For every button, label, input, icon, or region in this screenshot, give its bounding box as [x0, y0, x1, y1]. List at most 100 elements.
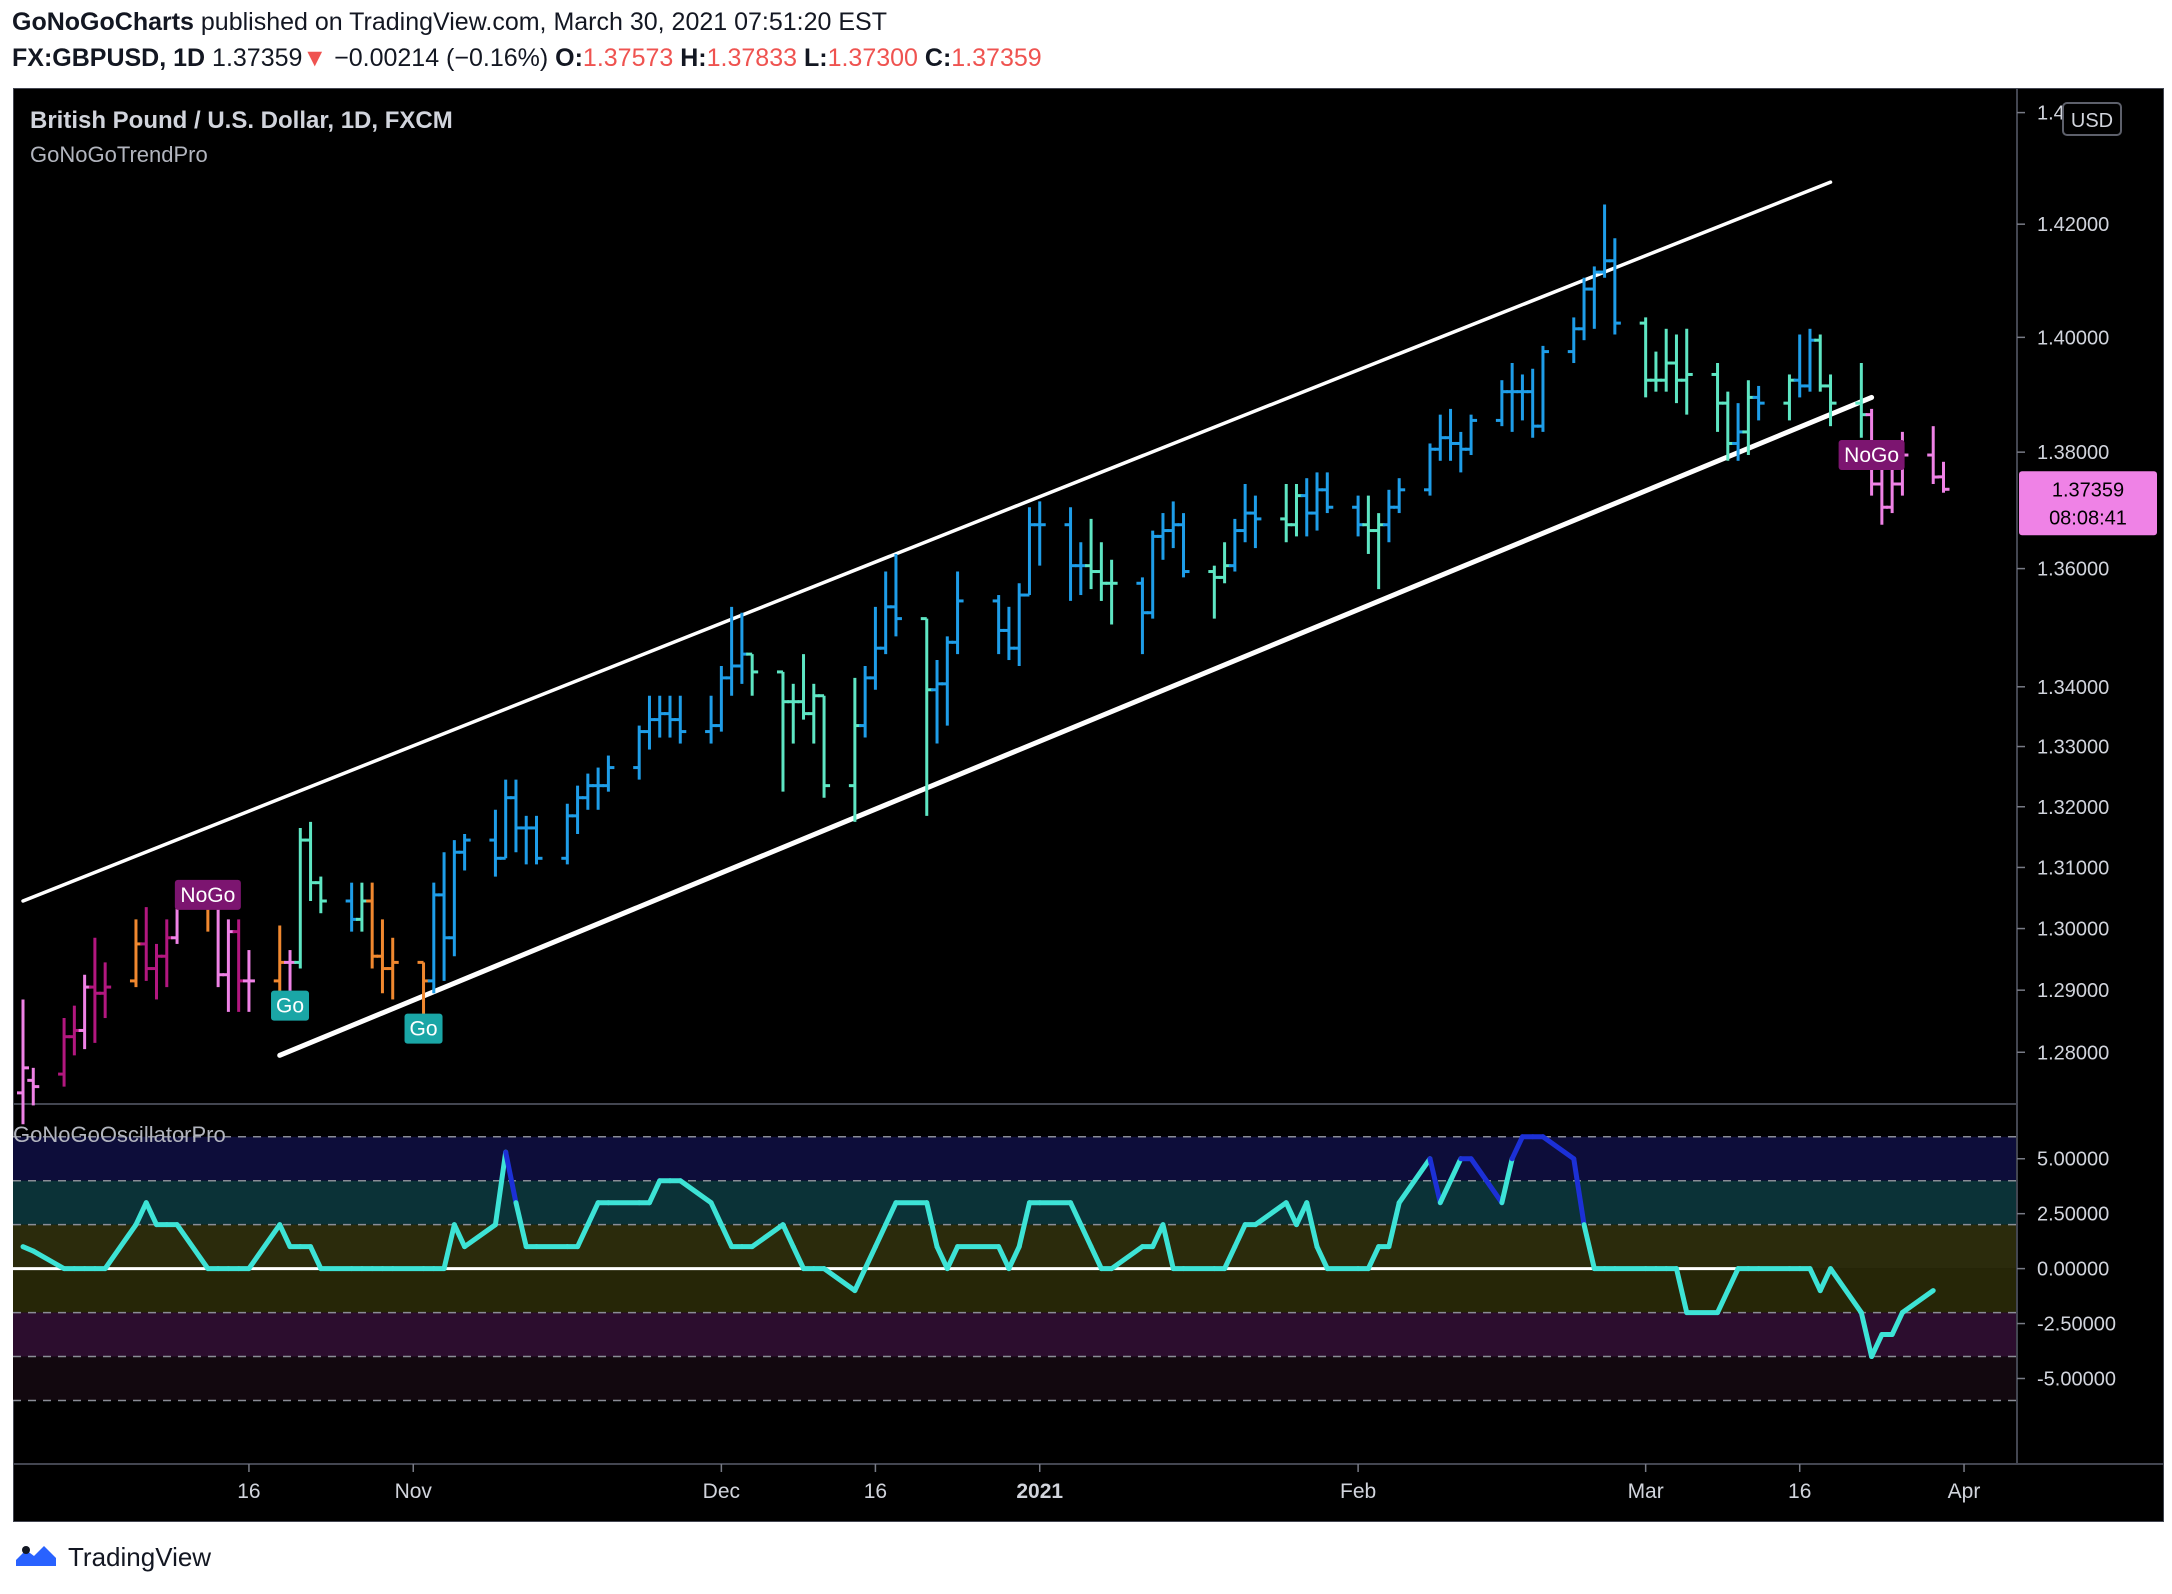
ohlc-bar[interactable] — [633, 725, 646, 780]
ohlc-bar[interactable] — [1711, 363, 1724, 432]
ohlc-bar[interactable] — [427, 882, 440, 994]
tradingview-logo-icon[interactable] — [14, 1540, 58, 1568]
ohlc-bar[interactable] — [746, 652, 759, 696]
ohlc-bar[interactable] — [1721, 391, 1734, 461]
ohlc-bar[interactable] — [1393, 478, 1406, 514]
ohlc-bar[interactable] — [807, 683, 820, 744]
ohlc-bar[interactable] — [1937, 461, 1950, 493]
ohlc-bar[interactable] — [1444, 408, 1457, 461]
ohlc-bar[interactable] — [818, 694, 831, 798]
currency-badge[interactable]: USD — [2062, 102, 2122, 136]
ohlc-bar[interactable] — [417, 960, 430, 1019]
ohlc-bar[interactable] — [1095, 542, 1108, 601]
ohlc-bar[interactable] — [17, 999, 29, 1125]
ohlc-bar[interactable] — [776, 670, 789, 792]
ohlc-bar[interactable] — [1536, 345, 1549, 432]
ohlc-bar[interactable] — [58, 1018, 71, 1087]
ohlc-bar[interactable] — [314, 876, 327, 914]
ohlc-bar[interactable] — [602, 755, 615, 792]
time-axis[interactable]: 16 Nov Dec 16 2021 Feb Mar 16 Apr — [237, 1464, 1980, 1503]
ohlc-bar[interactable] — [489, 809, 502, 877]
ohlc-bar[interactable] — [735, 612, 748, 684]
ohlc-bar[interactable] — [1793, 334, 1806, 398]
ohlc-bar[interactable] — [941, 636, 954, 726]
ohlc-bar[interactable] — [1300, 478, 1313, 537]
ohlc-bar[interactable] — [1660, 328, 1673, 392]
ohlc-bar[interactable] — [1352, 495, 1365, 537]
ohlc-bar[interactable] — [1280, 483, 1293, 543]
ohlc-bar[interactable] — [848, 677, 861, 822]
ohlc-bar[interactable] — [1382, 489, 1395, 543]
ohlc-bar[interactable] — [715, 665, 728, 732]
ohlc-bar[interactable] — [1002, 606, 1015, 661]
ohlc-bar[interactable] — [561, 803, 574, 865]
ohlc-bar[interactable] — [1228, 518, 1241, 572]
ohlc-bar[interactable] — [1208, 565, 1221, 619]
ohlc-bar[interactable] — [1023, 507, 1036, 597]
ohlc-bar[interactable] — [1311, 472, 1324, 531]
ohlc-bar[interactable] — [448, 840, 461, 957]
ohlc-bar[interactable] — [27, 1067, 40, 1106]
ohlc-bar[interactable] — [1434, 414, 1447, 461]
ohlc-bar[interactable] — [643, 695, 656, 750]
ohlc-bar[interactable] — [653, 695, 666, 738]
ohlc-bar[interactable] — [1886, 466, 1899, 514]
ohlc-bar[interactable] — [1033, 501, 1046, 566]
ohlc-bar[interactable] — [992, 595, 1005, 655]
ohlc-bar[interactable] — [438, 852, 451, 981]
ohlc-bar[interactable] — [160, 919, 173, 988]
ohlc-bar[interactable] — [1814, 334, 1827, 392]
ohlc-bar[interactable] — [1495, 380, 1508, 427]
ohlc-bar[interactable] — [1516, 374, 1529, 421]
ohlc-bar[interactable] — [879, 571, 892, 655]
ohlc-bar[interactable] — [273, 925, 286, 994]
ohlc-bar[interactable] — [1423, 443, 1436, 496]
ohlc-bar[interactable] — [1013, 583, 1026, 666]
ohlc-bar[interactable] — [1362, 495, 1375, 554]
ohlc-bar[interactable] — [232, 919, 245, 1012]
ohlc-bar[interactable] — [797, 654, 810, 720]
ohlc-bar[interactable] — [869, 606, 882, 690]
ohlc-bar[interactable] — [355, 882, 368, 932]
price-axis[interactable]: 1.440001.420001.400001.380001.360001.340… — [2017, 103, 2109, 1065]
ohlc-bar[interactable] — [1218, 542, 1231, 584]
ohlc-bar[interactable] — [705, 695, 718, 744]
ohlc-bar[interactable] — [1608, 238, 1621, 335]
ohlc-bar[interactable] — [1578, 277, 1591, 341]
ohlc-bar[interactable] — [458, 834, 471, 871]
ohlc-bar[interactable] — [530, 815, 543, 865]
ohlc-bar[interactable] — [366, 882, 379, 969]
ohlc-bar[interactable] — [1290, 483, 1303, 537]
ohlc-bar[interactable] — [68, 1005, 81, 1056]
ohlc-bar[interactable] — [1506, 363, 1519, 432]
ohlc-bar[interactable] — [581, 773, 594, 810]
ohlc-bar[interactable] — [99, 962, 112, 1019]
ohlc-bar[interactable] — [1146, 530, 1159, 619]
ohlc-bar[interactable] — [520, 815, 533, 865]
ohlc-bar[interactable] — [664, 695, 677, 738]
ohlc-bar[interactable] — [78, 974, 91, 1050]
ohlc-bar[interactable] — [1321, 472, 1334, 514]
ohlc-bar[interactable] — [951, 571, 964, 655]
ohlc-bar[interactable] — [1783, 374, 1796, 421]
oscillator-axis[interactable]: 5.00000 2.50000 0.00000 -2.50000 -5.00000 — [2017, 1149, 2116, 1391]
ohlc-bar[interactable] — [386, 937, 399, 1000]
ohlc-bar[interactable] — [242, 950, 255, 1012]
ohlc-bar[interactable] — [1167, 501, 1180, 549]
ohlc-bar[interactable] — [88, 937, 101, 1043]
ohlc-bar[interactable] — [1372, 513, 1385, 590]
ohlc-bar[interactable] — [1177, 513, 1190, 578]
ohlc-bar[interactable] — [1136, 577, 1149, 655]
ohlc-bar[interactable] — [931, 660, 944, 744]
ohlc-bar[interactable] — [674, 695, 687, 744]
ohlc-bar[interactable] — [1105, 559, 1118, 625]
ohlc-bar[interactable] — [129, 919, 142, 988]
ohlc-bar[interactable] — [222, 919, 235, 1012]
ohlc-bar[interactable] — [1085, 518, 1098, 590]
ohlc-bar[interactable] — [1454, 431, 1467, 473]
ohlc-bar[interactable] — [1670, 334, 1683, 404]
ohlc-bar[interactable] — [1598, 204, 1611, 278]
ohlc-bar[interactable] — [1156, 513, 1169, 560]
ohlc-bar[interactable] — [1526, 368, 1539, 438]
